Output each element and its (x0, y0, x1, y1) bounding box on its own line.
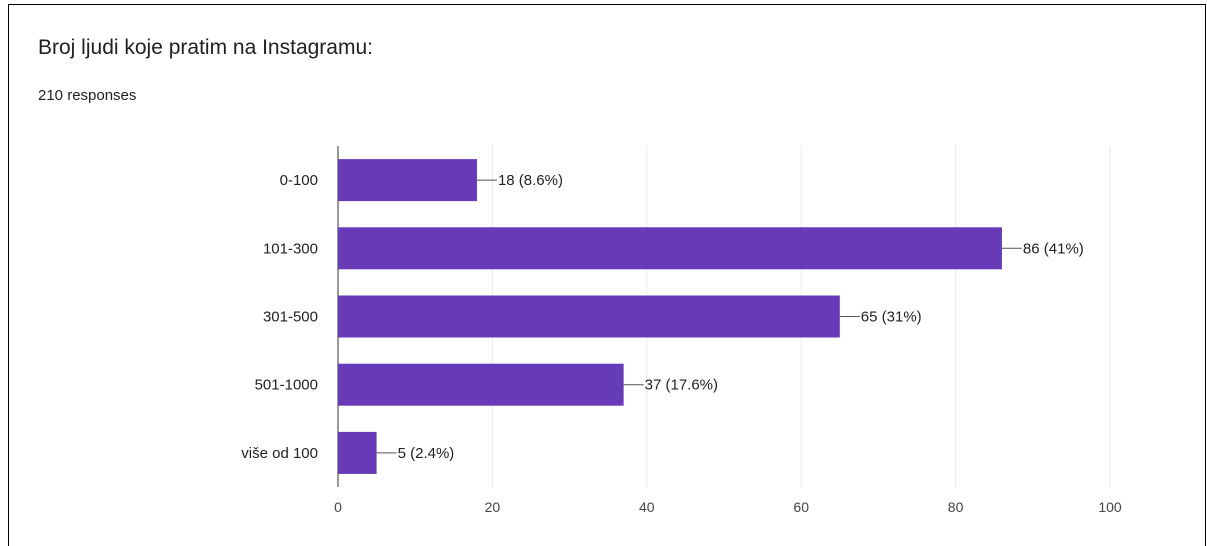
x-tick-label: 40 (639, 499, 655, 515)
data-label: 65 (31%) (861, 309, 922, 326)
category-label: 101-300 (263, 240, 318, 257)
category-label: 501-1000 (255, 377, 318, 394)
x-tick-label: 20 (485, 499, 501, 515)
bar (338, 159, 477, 202)
chart-card (8, 4, 1206, 546)
x-tick-label: 100 (1098, 499, 1122, 515)
data-label: 18 (8.6%) (498, 172, 563, 189)
x-tick-label: 0 (334, 499, 342, 515)
response-count: 210 responses (38, 87, 137, 104)
x-tick-label: 80 (948, 499, 964, 515)
bar (338, 431, 377, 474)
bar (338, 295, 840, 338)
bar (338, 227, 1002, 270)
category-label: 0-100 (280, 172, 318, 189)
category-label: 301-500 (263, 309, 318, 326)
chart-title: Broj ljudi koje pratim na Instagramu: (38, 36, 373, 59)
data-label: 37 (17.6%) (645, 377, 718, 394)
data-label: 86 (41%) (1023, 240, 1084, 257)
bar (338, 363, 624, 406)
data-label: 5 (2.4%) (398, 445, 455, 462)
x-tick-label: 60 (793, 499, 809, 515)
category-label: više od 100 (241, 445, 318, 462)
